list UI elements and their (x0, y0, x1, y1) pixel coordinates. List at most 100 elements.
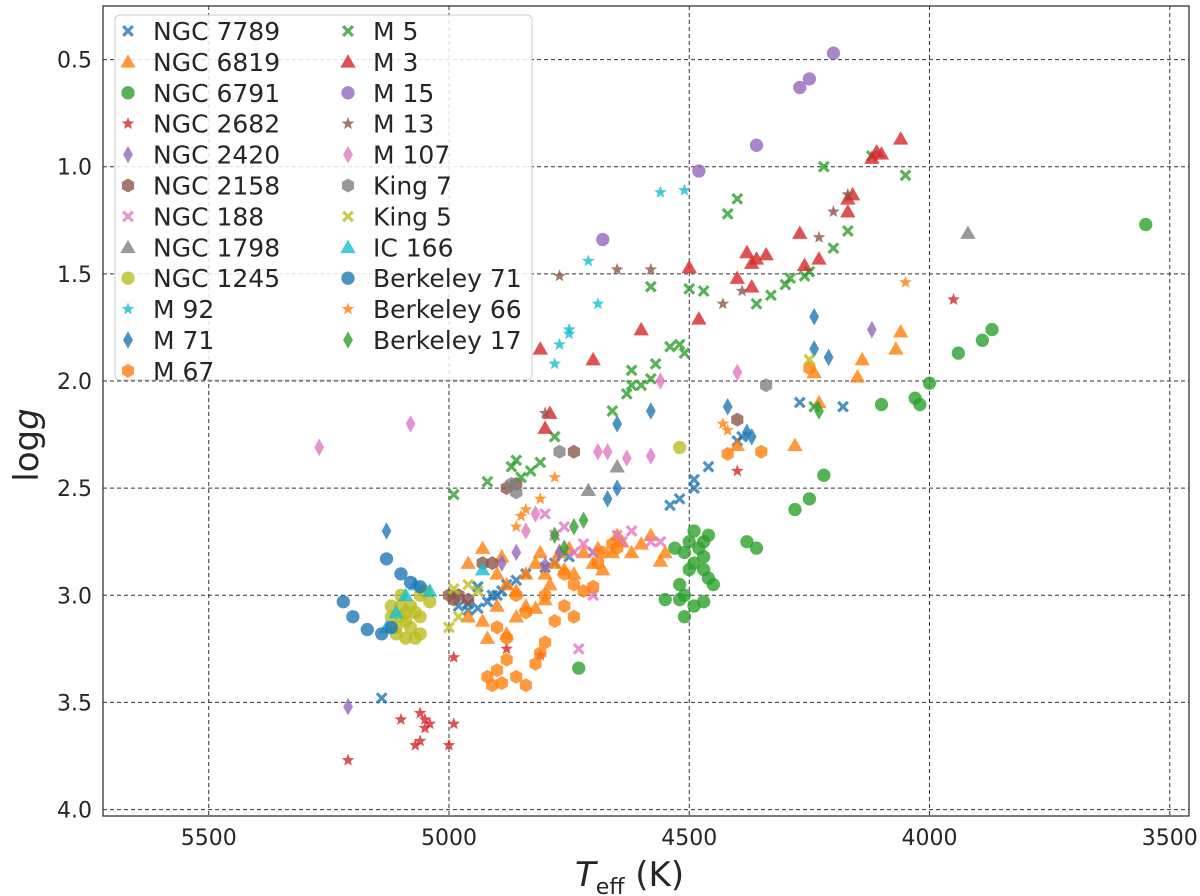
data-point (673, 492, 686, 505)
data-point (611, 541, 624, 556)
data-point (514, 509, 528, 522)
data-point (500, 642, 513, 655)
data-point (336, 595, 350, 609)
data-point (672, 592, 687, 607)
data-point (721, 446, 734, 461)
data-point (343, 697, 353, 716)
axis-ticks: 5500 5000 4500 4000 3500 0.5 1.0 1.5 2.0 2.5 3.0 3.… (57, 49, 1198, 851)
data-point (802, 72, 817, 86)
series-m-13 (538, 187, 855, 419)
data-point (532, 341, 548, 355)
data-point (649, 357, 662, 370)
legend-label: NGC 2158 (153, 172, 280, 201)
data-point (549, 526, 560, 545)
data-point (673, 338, 686, 351)
data-point (623, 544, 640, 559)
data-point (739, 244, 755, 259)
legend-marker (341, 302, 355, 315)
data-point (716, 297, 730, 310)
data-point (510, 454, 523, 467)
data-point (548, 470, 562, 483)
legend-label: NGC 1798 (153, 233, 280, 262)
data-point (826, 46, 841, 60)
data-point (548, 357, 562, 370)
data-point (413, 706, 427, 719)
series-ngc-6791 (572, 217, 1153, 675)
data-point (495, 676, 508, 691)
series-king-7 (505, 378, 773, 500)
legend-marker (342, 210, 354, 223)
data-point (553, 444, 566, 459)
data-point (735, 284, 749, 297)
legend-marker (340, 54, 356, 68)
y-tick-label: 1.0 (57, 156, 92, 181)
y-tick-label: 1.5 (57, 263, 92, 288)
data-point (811, 251, 827, 265)
data-point (474, 540, 491, 554)
data-point (447, 488, 460, 501)
data-point (489, 566, 505, 580)
data-point (593, 442, 603, 461)
data-point (625, 379, 638, 392)
data-point (803, 353, 816, 366)
data-point (394, 567, 408, 581)
x-tick-label: 3500 (1142, 826, 1198, 851)
legend-label: NGC 7789 (153, 17, 280, 46)
data-point (591, 297, 605, 310)
data-point (533, 492, 547, 505)
legend-marker (341, 117, 355, 130)
data-point (559, 539, 570, 557)
legend-label: Berkeley 66 (373, 295, 522, 324)
data-point (587, 589, 600, 602)
data-point (447, 717, 461, 730)
data-point (975, 333, 990, 347)
data-point (591, 556, 605, 571)
data-point (558, 599, 571, 613)
data-point (423, 717, 437, 730)
data-point (537, 420, 553, 434)
legend-label: NGC 6819 (153, 48, 280, 77)
data-point (740, 535, 754, 549)
legend-label: M 15 (373, 79, 434, 108)
data-point (644, 372, 657, 385)
data-point (947, 292, 960, 305)
data-point (519, 605, 532, 620)
legend-label: M 71 (153, 326, 214, 355)
data-point (341, 753, 355, 766)
legend-label: M 92 (153, 295, 214, 324)
data-point (691, 311, 707, 325)
data-point (612, 415, 623, 433)
data-point (817, 468, 831, 482)
legend-label: King 5 (373, 202, 452, 231)
data-point (562, 327, 576, 340)
data-point (471, 585, 484, 597)
data-point (567, 444, 580, 459)
data-point (697, 595, 711, 609)
data-point (530, 505, 541, 523)
data-point (812, 230, 826, 243)
data-point (644, 262, 658, 275)
data-point (575, 544, 592, 559)
data-point (750, 297, 763, 310)
data-point (827, 242, 840, 255)
data-point (413, 580, 427, 594)
data-point (422, 583, 438, 597)
data-point (529, 656, 542, 671)
data-point (672, 577, 687, 592)
data-point (409, 738, 422, 751)
data-point (447, 582, 460, 595)
data-point (423, 595, 437, 609)
data-point (481, 475, 494, 488)
data-point (486, 556, 499, 571)
data-point (716, 417, 730, 430)
data-point (602, 442, 613, 461)
data-point (527, 555, 544, 569)
legend-label: M 3 (373, 48, 418, 77)
data-point (578, 511, 589, 530)
data-point (688, 482, 701, 495)
data-point (500, 631, 513, 646)
data-point (664, 499, 676, 512)
data-point (672, 440, 687, 455)
data-point (899, 169, 912, 182)
series-m-15 (596, 46, 841, 247)
